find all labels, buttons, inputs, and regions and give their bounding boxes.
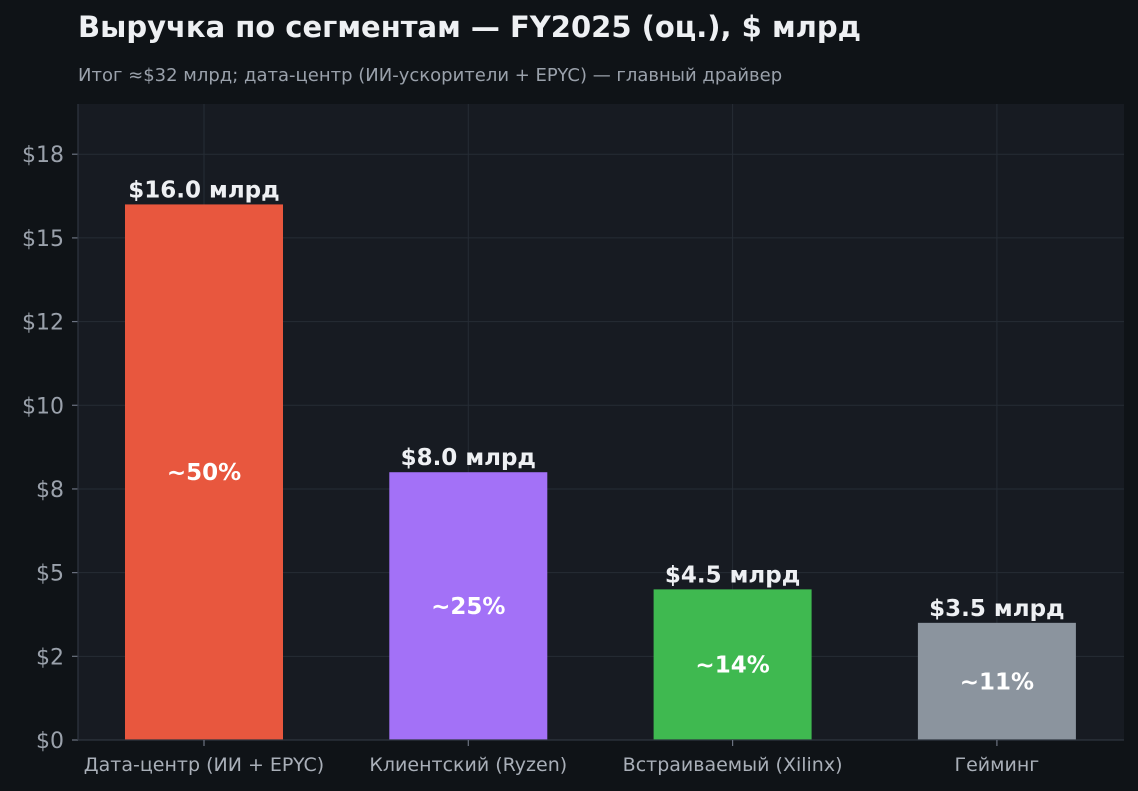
bar-value-label: $4.5 млрд [665, 562, 800, 588]
bar-value-label: $8.0 млрд [401, 445, 536, 471]
bar [125, 204, 283, 741]
bar-share-label: ~25% [431, 594, 505, 620]
y-tick-label: $18 [22, 143, 64, 168]
bar-share-label: ~11% [960, 669, 1034, 695]
y-tick-label: $8 [36, 478, 64, 503]
bar [653, 589, 812, 740]
y-tick-label: $0 [36, 729, 64, 754]
chart-subtitle: Итог ≈$32 млрд; дата-центр (ИИ-ускорител… [78, 65, 783, 86]
y-tick-label: $12 [22, 311, 64, 336]
y-axis: $0 $2 $5 $8 $10 $12 $15 $18 [22, 104, 79, 754]
bar-value-label: $3.5 млрд [929, 596, 1064, 622]
bars [125, 204, 1076, 741]
bar-value-label: $16.0 млрд [128, 177, 279, 203]
y-tick-label: $10 [22, 394, 64, 419]
bar-labels: $16.0 млрд ~50% $8.0 млрд ~25% $4.5 млрд ~14%… [128, 177, 1064, 695]
x-axis: Дата-центр (ИИ + EPYC) Клиентский (Ryzen)… [78, 739, 1124, 776]
y-tick-label: $5 [36, 562, 64, 587]
bar [917, 622, 1076, 740]
y-tick-label: $15 [22, 227, 64, 252]
x-tick-label: Дата-центр (ИИ + EPYC) [84, 754, 324, 776]
bar-share-label: ~14% [695, 653, 769, 679]
x-tick-label: Гейминг [955, 754, 1040, 776]
bar [389, 472, 548, 740]
chart-title: Выручка по сегментам — FY2025 (оц.), $ м… [78, 10, 862, 44]
x-tick-label: Клиентский (Ryzen) [369, 754, 567, 776]
y-tick-label: $2 [36, 645, 64, 670]
bar-share-label: ~50% [167, 460, 241, 486]
x-tick-label: Встраиваемый (Xilinx) [623, 754, 843, 776]
